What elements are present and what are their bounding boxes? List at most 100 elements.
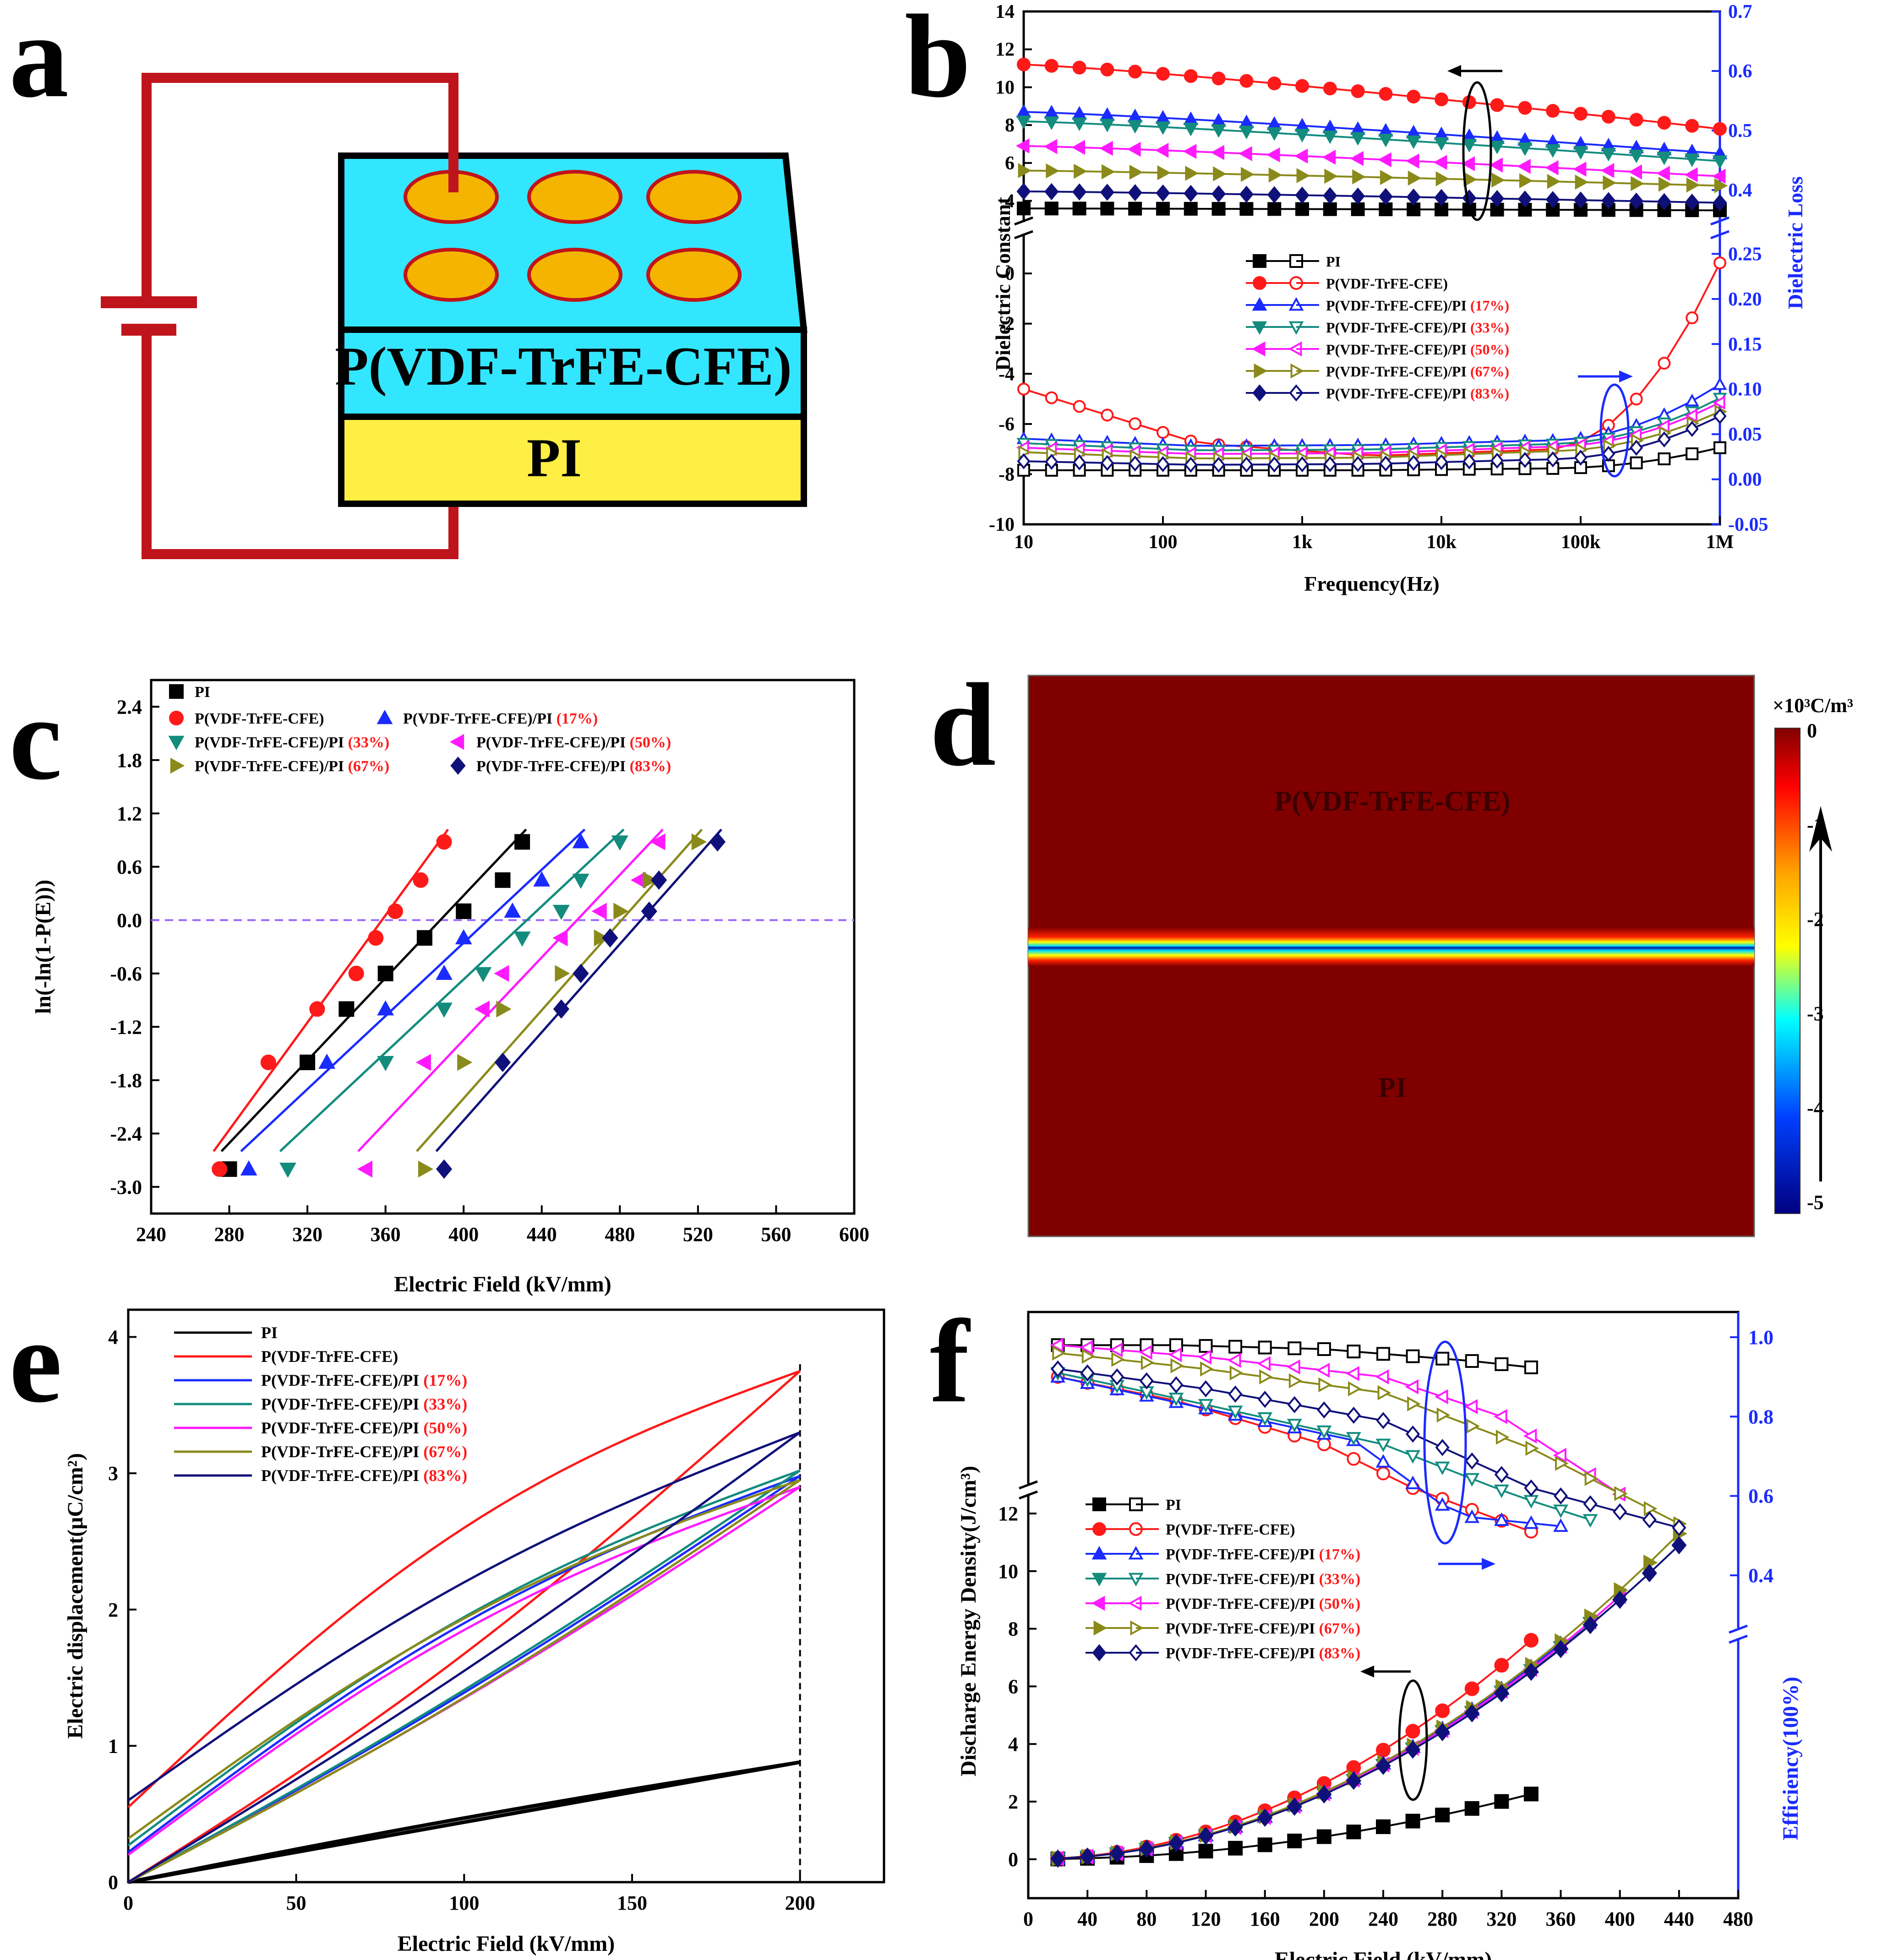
marker-triangle-down: [475, 967, 492, 982]
axis-break-mark: [1019, 1490, 1038, 1500]
marker-triangle-right: [1200, 1361, 1214, 1377]
x-tick-label: 120: [1191, 1908, 1221, 1930]
marker-triangle-left: [1287, 1359, 1300, 1375]
marker-triangle-left: [1684, 167, 1698, 183]
legend-entry: P(VDF-TrFE-CFE)/PI (83%): [1166, 1645, 1360, 1662]
marker-circle: [1494, 1658, 1509, 1673]
marker-triangle-down: [1155, 121, 1171, 135]
marker-circle: [1157, 426, 1169, 439]
y-tick-label-right: 0.10: [1728, 379, 1762, 400]
legend-entry: P(VDF-TrFE-CFE): [1166, 1521, 1295, 1538]
fit-line: [357, 828, 664, 1152]
marker-triangle-down: [1406, 135, 1421, 149]
annotation-ellipse: [1423, 1340, 1467, 1545]
marker-triangle-up: [318, 1053, 336, 1069]
marker-triangle-up: [1375, 1454, 1391, 1468]
series-line-loss: [1023, 262, 1721, 457]
marker-diamond: [1583, 1495, 1598, 1513]
marker-triangle-left: [1139, 1345, 1152, 1360]
marker-triangle-right: [1229, 1365, 1244, 1381]
marker-triangle-right: [496, 1001, 512, 1018]
y-tick-label: 3: [108, 1462, 118, 1485]
x-tick-label: 400: [1605, 1908, 1635, 1930]
marker-diamond: [1671, 1536, 1687, 1555]
marker-diamond: [1128, 455, 1142, 472]
x-tick-label: 100: [1149, 532, 1178, 553]
marker-diamond: [1267, 186, 1282, 203]
x-axis-label: Electric Field (kV/mm): [394, 1272, 611, 1296]
marker-circle: [348, 965, 364, 981]
marker-diamond: [1109, 1844, 1125, 1863]
y-tick-label-left: -6: [999, 414, 1015, 435]
marker-triangle-left: [1375, 1369, 1389, 1385]
y-tick-label: 2.4: [117, 696, 142, 718]
legend-entry: P(VDF-TrFE-CFE): [261, 1347, 398, 1366]
annotation-arrowhead: [1482, 1558, 1495, 1570]
marker-diamond: [1072, 454, 1086, 471]
marker-diamond: [1050, 1360, 1065, 1378]
marker-diamond: [1168, 1834, 1184, 1852]
marker-diamond: [641, 901, 657, 921]
de-loop: [127, 1479, 801, 1884]
legend-entry: P(VDF-TrFE-CFE)/PI (83%): [476, 758, 671, 775]
marker-square: [416, 930, 432, 946]
x-tick-label: 150: [617, 1892, 647, 1914]
colorbar-unit: ×10³C/m³: [1773, 694, 1853, 717]
x-tick-label: 360: [371, 1223, 401, 1246]
marker-triangle-up: [533, 871, 551, 887]
marker-diamond: [1323, 456, 1337, 473]
marker-square: [1630, 456, 1643, 469]
marker-diamond: [1252, 384, 1267, 402]
marker-triangle-down: [1582, 1514, 1598, 1528]
x-tick-label: 200: [1309, 1908, 1339, 1930]
marker-diamond: [709, 832, 726, 852]
marker-triangle-left: [1405, 1379, 1419, 1394]
marker-triangle-up: [1435, 1497, 1450, 1511]
marker-triangle-down: [1257, 1412, 1273, 1426]
y-tick-label-left: 8: [1005, 115, 1015, 136]
y-tick-label-right: 0.05: [1728, 424, 1762, 445]
marker-diamond: [1657, 193, 1672, 211]
marker-diamond: [1258, 1391, 1272, 1408]
marker-circle: [1686, 311, 1699, 325]
marker-triangle-right: [1491, 172, 1505, 188]
marker-triangle-left: [1239, 146, 1252, 161]
legend-entry: P(VDF-TrFE-CFE)/PI (67%): [1166, 1620, 1360, 1637]
y-tick-label-left: 12: [995, 39, 1015, 60]
x-axis-label: Frequency(Hz): [1304, 572, 1440, 595]
x-tick-label: 240: [136, 1223, 166, 1246]
marker-triangle-down: [377, 1056, 394, 1072]
marker-triangle-down: [1490, 141, 1505, 154]
marker-triangle-left: [1435, 1389, 1448, 1405]
marker-triangle-left: [1656, 166, 1670, 181]
marker-triangle-down: [1657, 152, 1672, 165]
electrode: [527, 170, 622, 224]
legend-entry: PI: [1166, 1497, 1181, 1514]
colorbar: [1774, 728, 1801, 1214]
marker-triangle-right: [1466, 1418, 1480, 1434]
marker-diamond: [1100, 455, 1114, 471]
marker-circle: [368, 930, 384, 946]
fit-line: [240, 828, 586, 1152]
electrode: [646, 248, 742, 302]
marker-triangle-down: [1435, 1461, 1450, 1475]
marker-triangle-left: [1346, 1366, 1359, 1381]
legend-entry: P(VDF-TrFE-CFE)/PI (17%): [1326, 297, 1509, 314]
marker-triangle-right: [1547, 174, 1561, 189]
marker-square: [1405, 1813, 1420, 1829]
marker-diamond: [1156, 456, 1170, 473]
marker-diamond: [1139, 1372, 1154, 1390]
legend-entry: P(VDF-TrFE-CFE)/PI (83%): [261, 1466, 467, 1485]
annotation-ellipse: [1462, 81, 1492, 221]
marker-diamond: [1379, 455, 1393, 472]
legend-entry: P(VDF-TrFE-CFE)/PI (33%): [261, 1395, 467, 1413]
x-tick-label: 480: [1723, 1908, 1753, 1930]
marker-triangle-left: [1572, 161, 1587, 177]
x-tick-label: 10: [1014, 532, 1033, 553]
marker-triangle-down: [1228, 1405, 1243, 1419]
y-tick-label-right: 0.5: [1728, 120, 1752, 142]
marker-diamond: [1434, 189, 1449, 207]
marker-diamond: [573, 964, 589, 983]
fit-line: [279, 828, 625, 1152]
y-axis-label: Electric displacement(μC/cm²): [63, 1453, 87, 1739]
